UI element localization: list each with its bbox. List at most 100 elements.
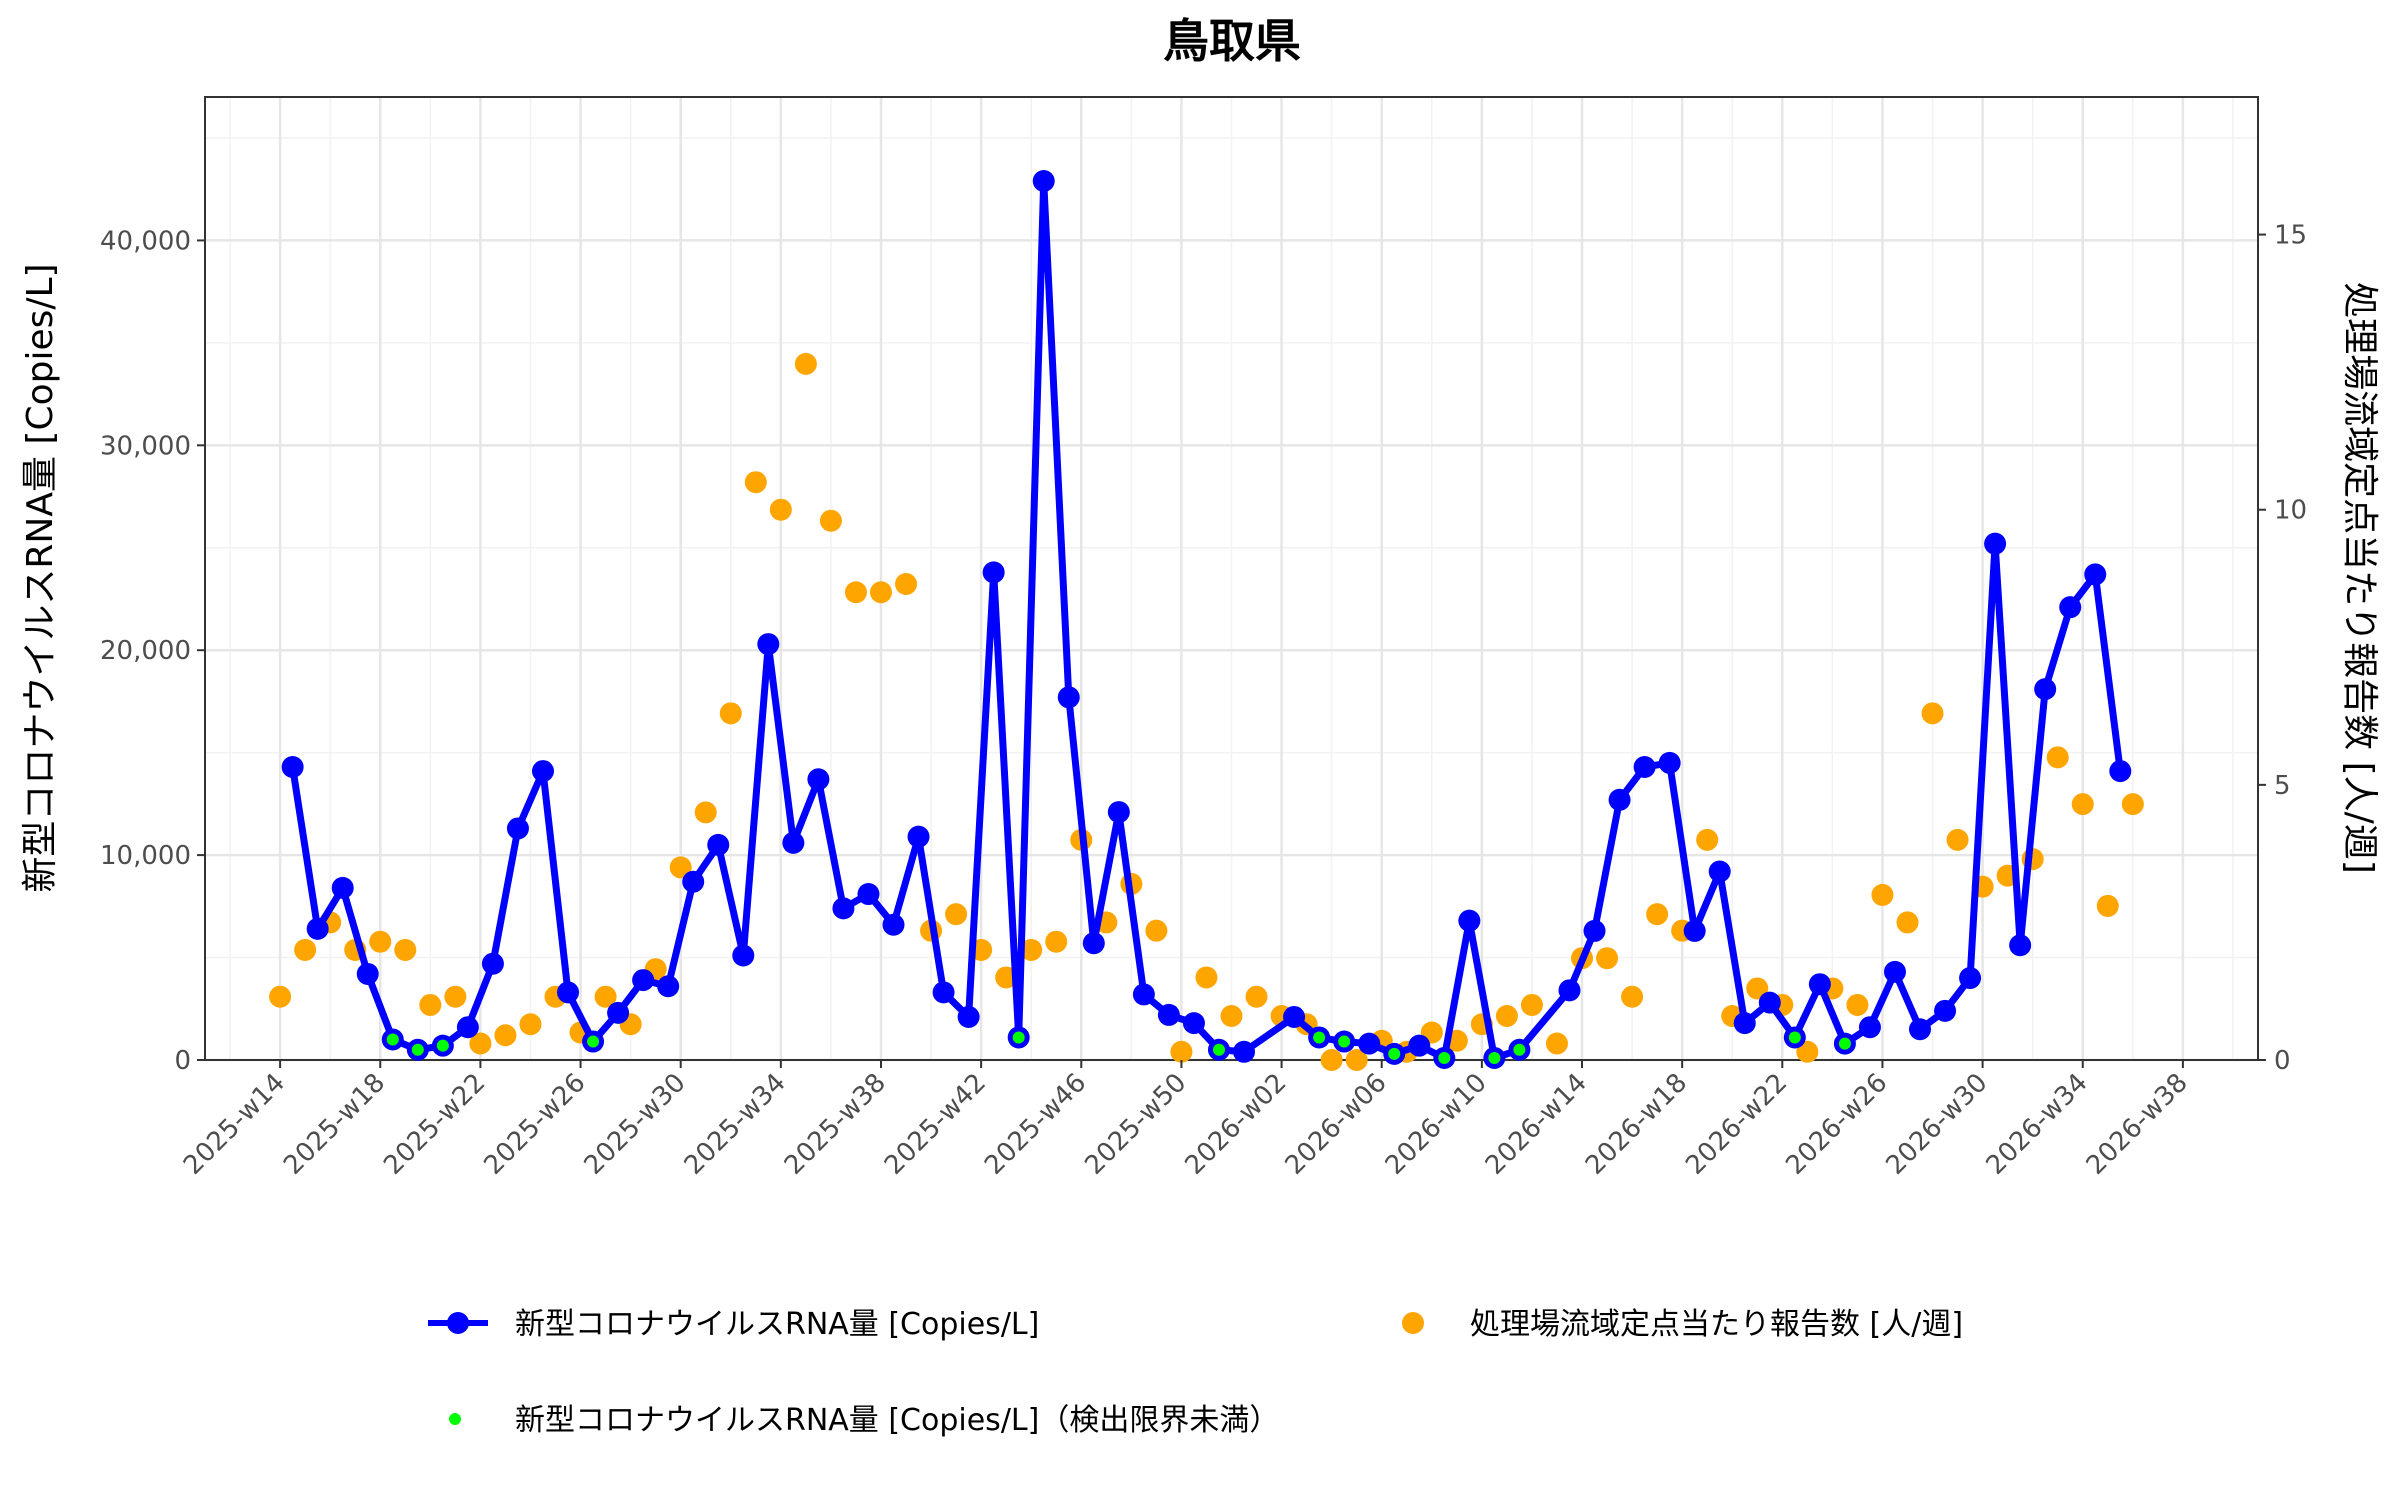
x-tick-label: 2026-w18 [1580,1068,1693,1181]
y-axis-left-title: 新型コロナウイルスRNA量 [Copies/L] [20,263,61,892]
rna-point [632,969,655,992]
rna-point [1934,999,1957,1022]
rna-series-line [289,177,2124,1062]
report-point [694,801,717,824]
legend-rna-marker [447,1312,469,1334]
rna-point [782,831,805,854]
rna-point [982,561,1005,584]
report-point [2046,746,2069,769]
y-left-tick-label: 10,000 [100,841,191,871]
y-right-tick-label: 0 [2274,1046,2291,1076]
rna-point [281,756,304,779]
rna-below-limit-point [1388,1047,1401,1060]
rna-below-limit-point [1488,1051,1501,1064]
x-tick-label: 2025-w50 [1079,1068,1192,1181]
y-left-tick-label: 0 [174,1046,191,1076]
grid [205,97,2258,1062]
rna-point [557,981,580,1004]
report-point [1520,993,1543,1016]
rna-below-limit-point [1513,1043,1526,1056]
report-point [519,1013,542,1036]
report-point [444,985,467,1008]
rna-point [1758,991,1781,1014]
report-point [794,352,817,375]
rna-below-limit-point [1838,1037,1851,1050]
rna-point [1658,751,1681,774]
legend-below-label: 新型コロナウイルスRNA量 [Copies/L]（検出限界未満） [515,1403,1279,1438]
y-right-tick-label: 10 [2274,496,2307,526]
rna-point [1558,979,1581,1002]
rna-point [807,768,830,791]
rna-point [1858,1016,1881,1039]
rna-point [1107,801,1130,824]
rna-point [832,897,855,920]
plot-border [204,96,2259,1061]
rna-point [707,833,730,856]
y-right-tick-label: 15 [2274,221,2307,251]
report-point [2096,894,2119,917]
rna-point [932,981,955,1004]
rna-below-limit-point [411,1043,424,1056]
report-point [1245,985,1268,1008]
report-point [294,938,317,961]
rna-point [1583,919,1606,942]
rna-point [1608,788,1631,811]
legend-below-marker [449,1413,461,1425]
rna-below-limit-point [1012,1031,1025,1044]
rna-below-limit-point [436,1039,449,1052]
report-point [869,581,892,604]
report-point [1871,883,1894,906]
legend: 新型コロナウイルスRNA量 [Copies/L] 処理場流域定点当たり報告数 [… [428,1307,1963,1438]
rna-point [1883,960,1906,983]
report-point [1946,828,1969,851]
report-point [494,1024,517,1047]
report-point [719,702,742,725]
rna-point [481,952,504,975]
rna-point [2009,934,2032,957]
report-point [1896,911,1919,934]
rna-point [1683,919,1706,942]
rna-point [1358,1032,1381,1055]
report-point [1345,1049,1368,1071]
rna-point [506,817,529,840]
x-tick-label: 2026-w06 [1280,1068,1393,1181]
y-left-tick-label: 20,000 [100,636,191,666]
rna-below-limit-point [1212,1043,1225,1056]
rna-point [957,1005,980,1028]
rna-point [2084,563,2107,586]
report-point [394,938,417,961]
rna-point [1408,1034,1431,1057]
report-point [594,985,617,1008]
report-point [2071,793,2094,816]
report-point [669,856,692,879]
rna-point [1959,967,1982,990]
rna-point [331,876,354,899]
rna-point [2109,760,2132,783]
report-point [1646,903,1669,926]
report-point [2121,793,2144,816]
rna-point [607,1001,630,1024]
x-tick-label: 2025-w30 [579,1068,692,1181]
rna-point [2059,596,2082,619]
rna-point [2034,678,2057,701]
rna-point [356,962,379,985]
report-point [1846,993,1869,1016]
legend-item-below-limit: 新型コロナウイルスRNA量 [Copies/L]（検出限界未満） [449,1403,1279,1438]
rna-below-limit-point [386,1033,399,1046]
rna-point [732,944,755,967]
x-tick-label: 2026-w14 [1480,1068,1593,1181]
rna-point [907,825,930,848]
report-point [369,930,392,953]
x-tick-label: 2025-w42 [879,1068,992,1181]
rna-point [1132,983,1155,1006]
report-point [769,498,792,521]
rna-point [306,917,329,940]
report-point [1220,1004,1243,1027]
x-tick-label: 2025-w34 [679,1068,792,1181]
report-point [744,471,767,494]
rna-point [682,870,705,893]
y-left-tick-label: 40,000 [100,226,191,256]
rna-point [657,975,680,998]
rna-below-limit-point [587,1035,600,1048]
report-point [1195,966,1218,989]
